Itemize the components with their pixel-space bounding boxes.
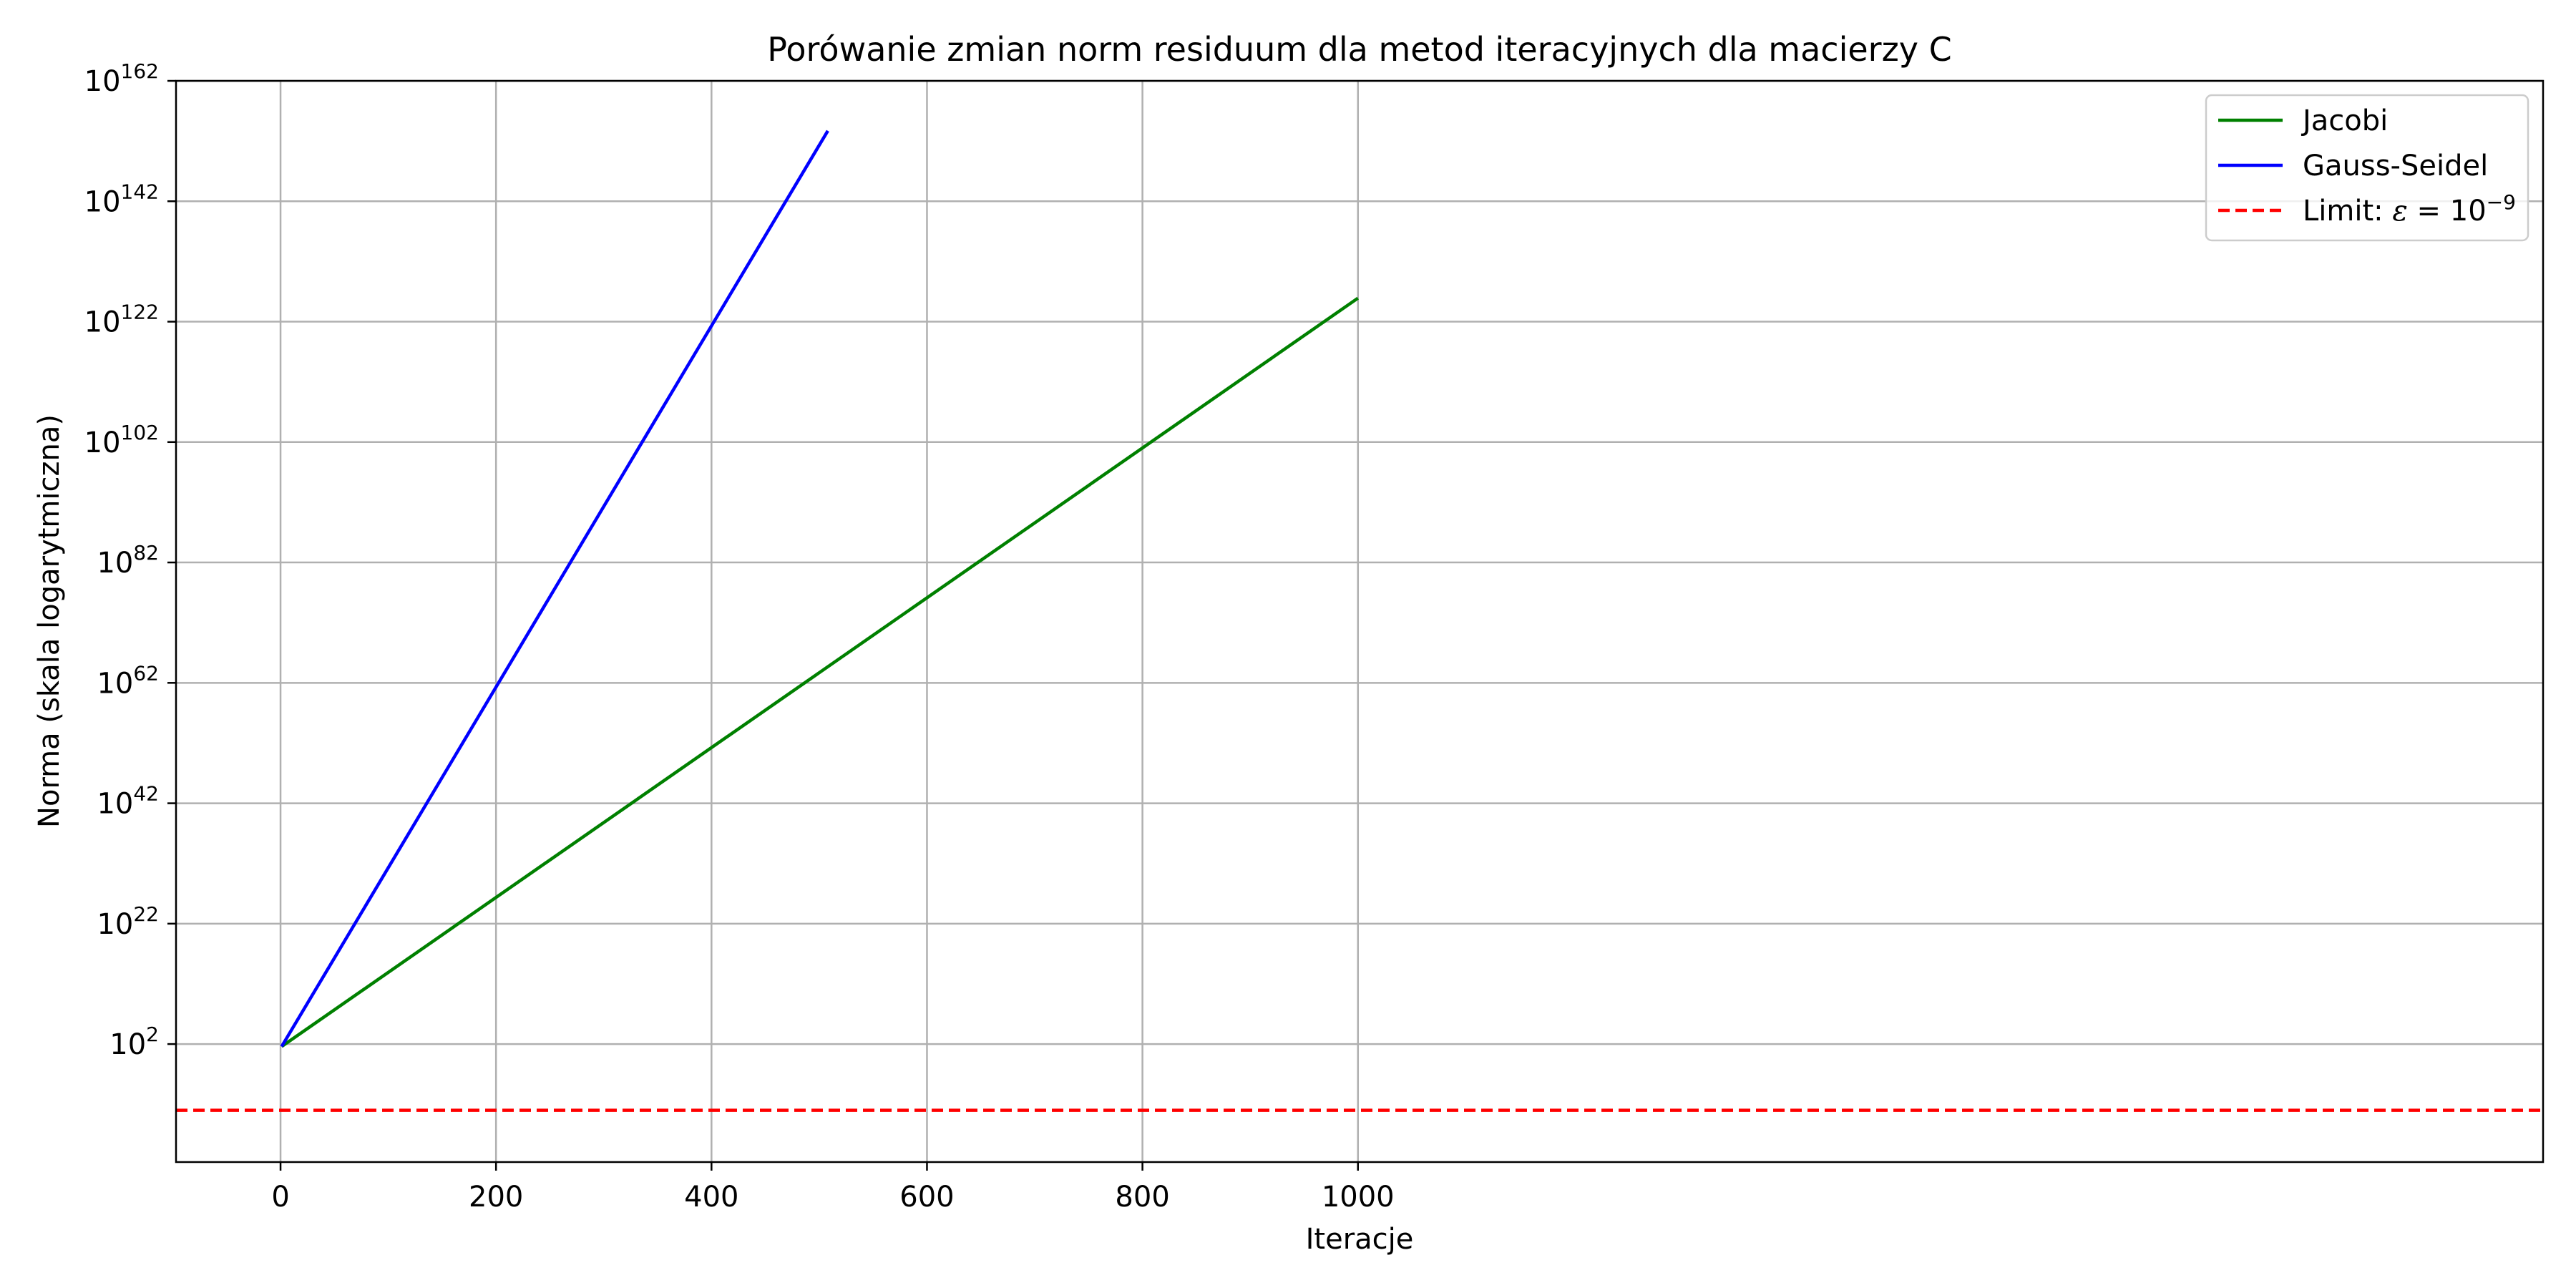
- x-axis-ticks: 0 200 400 600 800 1000: [271, 1162, 1395, 1214]
- y-tick-label: 10122: [84, 301, 159, 339]
- series-layer: [280, 130, 1359, 1048]
- legend-limit-exp: −9: [2487, 190, 2516, 214]
- y-tick-base: 10: [97, 788, 133, 821]
- y-tick-label: 10162: [84, 59, 159, 98]
- legend-limit-equals: = 10: [2408, 195, 2487, 228]
- y-tick-base: 10: [97, 667, 133, 700]
- y-tick-exponent: 162: [121, 59, 159, 83]
- y-tick-exponent: 102: [121, 421, 159, 444]
- y-axis-label: Norma (skala logarytmiczna): [33, 414, 66, 828]
- legend-label-gauss-seidel: Gauss-Seidel: [2303, 150, 2488, 182]
- y-tick-label: 10142: [84, 180, 159, 218]
- x-axis-label: Iteracje: [1306, 1223, 1414, 1256]
- y-tick-base: 10: [109, 1028, 146, 1061]
- legend-label-limit: Limit: ε = 10−9: [2303, 190, 2516, 228]
- plot-frame: [175, 79, 2545, 1163]
- legend-box: [2205, 94, 2529, 242]
- y-tick-label: 10102: [84, 421, 159, 459]
- x-tick-label: 0: [271, 1181, 289, 1214]
- x-tick-label: 600: [899, 1181, 954, 1214]
- y-tick-base: 10: [84, 306, 121, 339]
- y-tick-exponent: 42: [133, 782, 159, 806]
- y-tick-base: 10: [84, 426, 121, 459]
- y-tick-exponent: 2: [146, 1023, 159, 1046]
- y-tick-exponent: 82: [133, 541, 159, 565]
- legend-label-jacobi: Jacobi: [2301, 104, 2388, 137]
- x-tick-label: 200: [469, 1181, 523, 1214]
- chart-title: Porówanie zmian norm residuum dla metod …: [767, 30, 1951, 69]
- y-tick-base: 10: [84, 65, 121, 98]
- y-tick-label: 1082: [97, 541, 159, 580]
- legend: Jacobi Gauss-Seidel Limit: ε = 10−9: [2205, 94, 2529, 242]
- y-tick-exponent: 122: [121, 301, 159, 324]
- y-tick-label: 1062: [97, 661, 159, 700]
- y-tick-exponent: 22: [133, 902, 159, 926]
- y-tick-exponent: 142: [121, 180, 159, 203]
- legend-limit-prefix: Limit:: [2303, 195, 2392, 228]
- y-tick-label: 102: [109, 1023, 159, 1061]
- x-tick-label: 800: [1115, 1181, 1169, 1214]
- y-tick-exponent: 62: [133, 661, 159, 685]
- x-tick-label: 1000: [1322, 1181, 1395, 1214]
- y-tick-label: 1042: [97, 782, 159, 821]
- y-tick-base: 10: [97, 908, 133, 941]
- series-line-jacobi: [280, 296, 1359, 1048]
- y-tick-base: 10: [84, 185, 121, 218]
- x-tick-label: 400: [684, 1181, 738, 1214]
- y-tick-base: 10: [97, 547, 133, 580]
- y-tick-label: 1022: [97, 902, 159, 941]
- legend-limit-symbol: ε: [2392, 195, 2407, 228]
- series-line-gauss-seidel: [280, 130, 829, 1048]
